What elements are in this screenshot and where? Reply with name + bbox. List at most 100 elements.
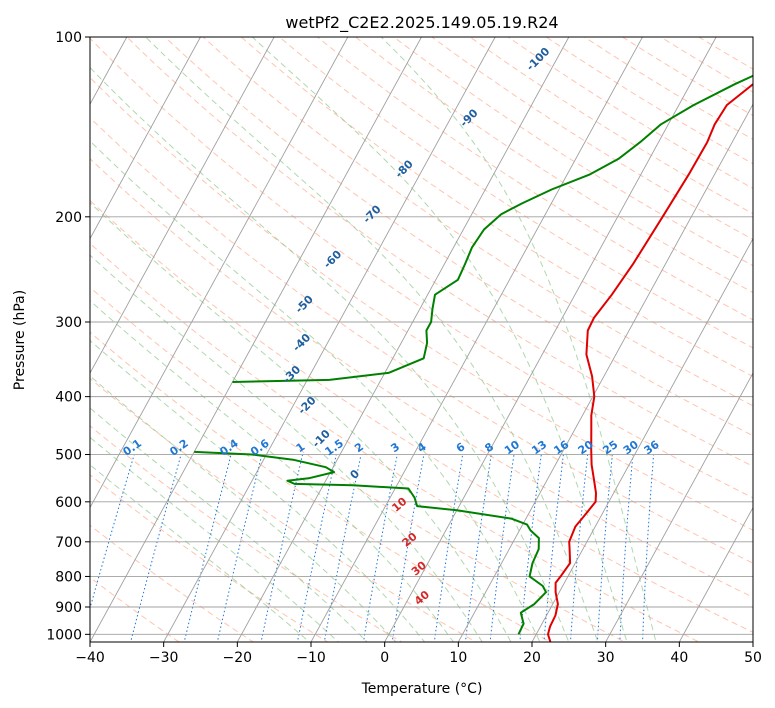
isotherm-line [90,37,422,642]
isotherm-line [236,37,570,642]
mixing-ratio-label: 0.2 [167,437,190,459]
dry-adiabat-line [583,37,753,140]
moist-adiabat-line [380,37,657,642]
dry-adiabat-label: 30 [409,558,429,578]
dry-adiabat-line [90,377,478,642]
dry-adiabat-line [90,242,701,642]
dry-adiabat-line [469,37,753,215]
x-tick-label: 0 [380,650,389,666]
moist-adiabat-line [144,37,599,642]
dry-adiabat-line [202,37,753,407]
dry-adiabat-line [90,158,753,598]
isotherm-line [163,37,496,642]
x-tick-label: −30 [149,650,179,666]
moist-adiabat-label: -100 [524,45,553,74]
isotherm-line [384,37,717,642]
isotherm-line [457,103,753,642]
grid-lines [90,37,753,642]
dry-adiabat-line [507,37,753,190]
dry-adiabat-line [90,576,180,642]
isotherm-line [752,641,753,642]
x-tick-label: 50 [744,650,762,666]
dry-adiabat-label: 10 [389,495,409,515]
moist-adiabat-line [90,66,570,642]
moist-adiabat-label: -80 [393,157,416,180]
y-tick-label: 700 [55,535,82,551]
plot-frame [89,36,754,643]
mixing-ratio-line [362,454,398,642]
dewpoint-upper-profile-line [232,74,753,383]
moist-adiabat-line [90,201,512,642]
dry-adiabat-line [90,331,552,642]
temperature-profile-line [547,83,753,642]
isotherm-line [90,37,201,240]
dry-adiabat-label: 20 [400,530,420,550]
dry-adiabat-line [278,37,753,349]
isotherm-line [678,506,753,642]
mixing-ratio-label: 1 [294,440,308,455]
dewpoint-profile-line [194,450,547,635]
dry-adiabat-line [90,524,255,642]
mixing-ratio-label: 6 [454,440,468,455]
profile-series [194,74,753,642]
moist-adiabat-label: -40 [290,331,313,354]
mixing-ratio-line [489,454,515,642]
mixing-ratio-line [216,454,263,642]
y-tick-label: 100 [55,30,82,46]
x-axis-label: Temperature (°C) [361,681,483,697]
mixing-ratio-line [183,454,232,642]
dry-adiabat-line [90,425,403,642]
x-axis-ticks: −40 −30 −20 −10 0 10 20 30 40 50 [75,642,762,666]
mixing-ratio-label: 0.1 [121,437,144,459]
x-tick-label: −20 [223,650,253,666]
moist-adiabat-label: -50 [293,293,316,316]
moist-adiabat-line [90,299,455,642]
x-tick-label: −40 [75,650,105,666]
y-tick-label: 800 [55,569,82,585]
isotherm-line [90,37,349,509]
moist-adiabat-line [90,407,368,642]
isotherm-line [90,37,275,375]
x-tick-label: 30 [597,650,615,666]
mixing-ratio-line [130,454,182,642]
mixing-ratio-line [543,454,564,642]
x-tick-label: −10 [296,650,326,666]
y-tick-label: 1000 [46,627,82,643]
mixing-ratio-label: 4 [415,440,429,455]
moist-adiabat-line [90,464,311,642]
dry-adiabat-line [316,37,753,321]
mixing-ratio-line [596,454,613,642]
y-tick-label: 600 [55,495,82,511]
x-tick-label: 40 [670,650,688,666]
y-tick-label: 200 [55,210,82,226]
y-tick-label: 400 [55,390,82,406]
dry-adiabat-line [354,37,753,294]
dry-adiabat-line [90,117,753,564]
y-tick-label: 300 [55,315,82,331]
moist-adiabat-label: -60 [321,248,344,271]
moist-adiabat-label: -70 [360,202,383,225]
isotherm-line [310,37,643,642]
isotherm-line [605,372,753,642]
moist-adiabat-line [251,37,628,642]
moist-adiabat-line [90,339,426,642]
x-tick-label: 20 [523,650,541,666]
mixing-ratio-line [464,454,492,642]
mixing-ratio-line [260,454,303,642]
x-tick-label: 10 [449,650,467,666]
y-tick-label: 900 [55,600,82,616]
moist-adiabat-label: -30 [280,363,303,386]
mixing-ratio-line [433,454,464,642]
dry-adiabat-line [697,37,753,70]
dry-adiabat-line [392,37,753,267]
dry-adiabat-line [164,37,753,437]
mixing-ratio-line [323,454,362,642]
y-tick-label: 500 [55,448,82,464]
mixing-ratio-line [90,454,135,610]
y-axis-label: Pressure (hPa) [12,290,28,390]
y-axis-ticks: 100 200 300 400 500 600 700 800 900 1000 [46,30,90,643]
mixing-ratio-label: 3 [388,440,402,455]
moist-adiabat-line [90,140,541,642]
isotherm-line [531,237,753,642]
